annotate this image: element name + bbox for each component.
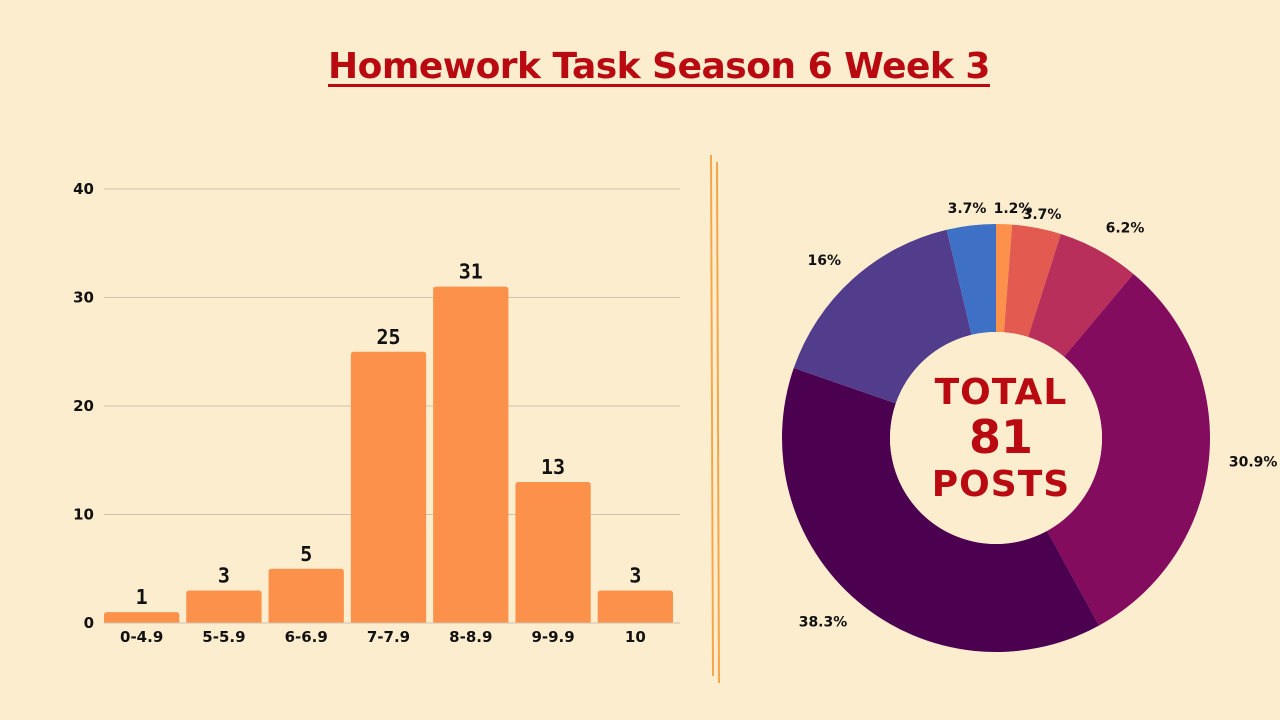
x-tick-label: 6-6.9 [285, 628, 328, 646]
y-tick-label: 20 [73, 397, 94, 415]
center-posts-label: POSTS [931, 464, 1071, 505]
y-tick-label: 0 [84, 614, 94, 632]
donut-slice [793, 229, 972, 404]
slice-label: 38.3% [799, 614, 848, 630]
bar-value-label: 25 [376, 325, 400, 349]
slice-label: 3.7% [1023, 207, 1062, 223]
y-tick-label: 10 [73, 506, 94, 524]
y-tick-label: 30 [73, 289, 94, 307]
x-tick-label: 9-9.9 [531, 628, 574, 646]
bar [104, 612, 180, 623]
bar-value-label: 1 [136, 585, 148, 609]
bar [350, 351, 427, 623]
donut-slice [946, 224, 996, 335]
bar-value-label: 3 [218, 563, 230, 587]
slice-label: 1.2% [994, 201, 1033, 217]
bar-value-label: 5 [300, 542, 312, 566]
x-tick-label: 0-4.9 [120, 628, 163, 646]
bar [597, 590, 673, 623]
bar-chart: 0 10 20 30 40 1 0-4.9 3 5-5.9 5 6-6.9 25 7-7.9 31 8-8.… [73, 180, 680, 646]
x-tick-label: 5-5.9 [202, 628, 245, 646]
bar-value-label: 3 [629, 563, 641, 587]
donut-slice [1047, 273, 1210, 626]
bar [433, 286, 509, 623]
center-total-value: 81 [968, 410, 1033, 464]
center-total-label: TOTAL [934, 372, 1068, 413]
bar [515, 481, 591, 623]
donut-slice [1003, 224, 1061, 337]
donut-slice [1028, 234, 1134, 357]
x-tick-label: 8-8.9 [449, 628, 492, 646]
bar-value-label: 13 [541, 455, 565, 479]
bar-value-label: 31 [459, 260, 483, 284]
donut-hole [890, 332, 1102, 544]
bar [268, 568, 344, 623]
slice-label: 16% [808, 253, 842, 269]
slice-label: 6.2% [1106, 221, 1145, 237]
donut-slice [781, 368, 1100, 652]
x-tick-label: 10 [625, 628, 646, 646]
slice-label: 3.7% [948, 201, 987, 217]
chart-title: Homework Task Season 6 Week 3 [328, 46, 990, 87]
x-tick-label: 7-7.9 [367, 628, 410, 646]
y-tick-label: 40 [73, 180, 94, 198]
bar [186, 590, 262, 623]
slice-label: 30.9% [1229, 454, 1278, 470]
donut-slice [996, 224, 1013, 333]
